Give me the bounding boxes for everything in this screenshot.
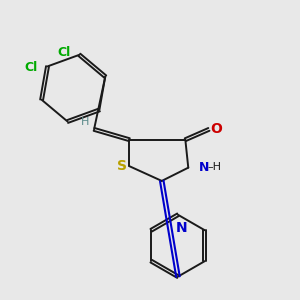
Text: N: N [176, 221, 188, 235]
Text: Cl: Cl [25, 61, 38, 74]
Text: N: N [198, 160, 209, 174]
Text: Cl: Cl [57, 46, 70, 59]
Text: O: O [210, 122, 222, 136]
Text: –H: –H [208, 162, 222, 172]
Text: H: H [81, 117, 89, 127]
Text: S: S [117, 159, 127, 172]
